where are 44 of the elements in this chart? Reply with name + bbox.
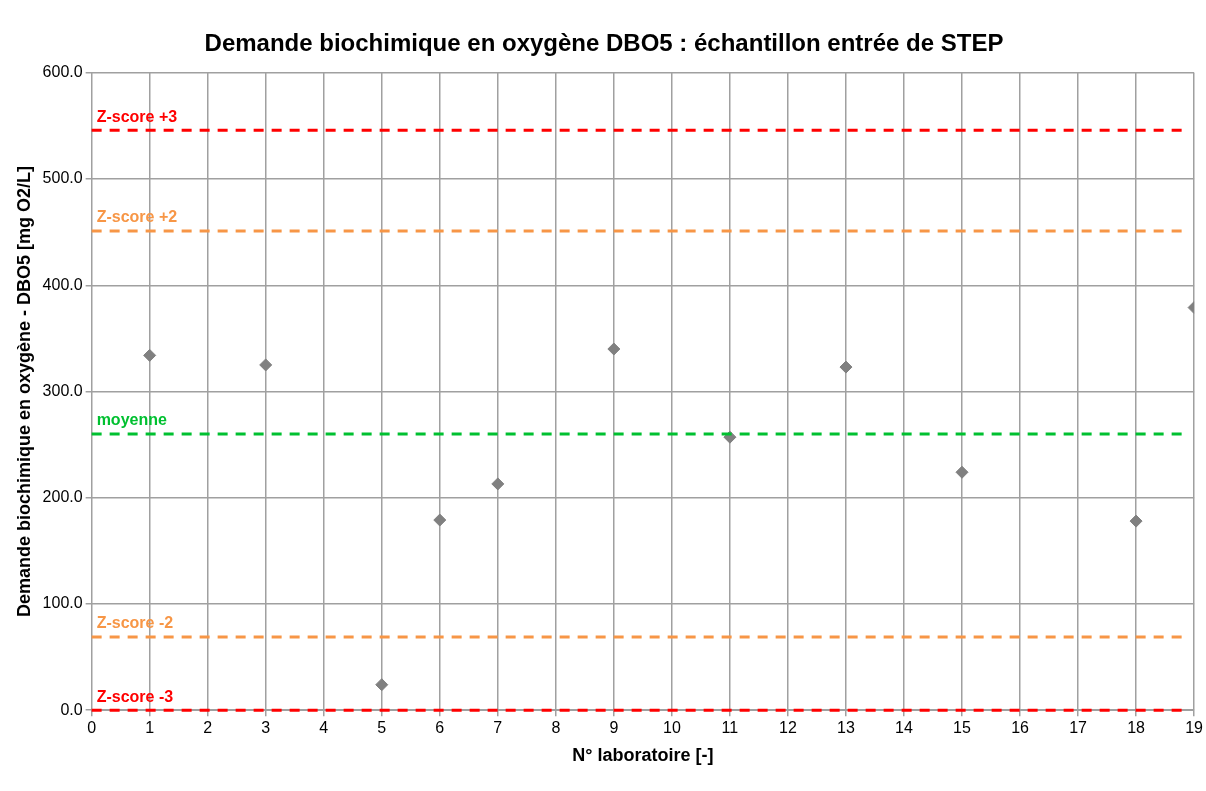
ref-line-label: Z-score -2 bbox=[96, 614, 174, 632]
ref-line-label: Z-score +2 bbox=[96, 208, 178, 226]
ref-line-label: moyenne bbox=[96, 411, 167, 429]
y-tick-label: 300.0 bbox=[42, 381, 83, 399]
x-tick-label: 11 bbox=[721, 719, 739, 737]
ref-line-label: Z-score -3 bbox=[96, 687, 174, 705]
y-tick-label: 100.0 bbox=[42, 594, 83, 612]
point bbox=[433, 513, 447, 527]
x-tick-label: 1 bbox=[145, 719, 155, 737]
x-tick-label: 15 bbox=[953, 719, 971, 737]
point bbox=[143, 348, 157, 362]
x-tick-label: 8 bbox=[551, 719, 561, 737]
x-tick-label: 19 bbox=[1185, 719, 1204, 737]
y-tick-label: 600.0 bbox=[42, 63, 83, 81]
x-tick-label: 13 bbox=[837, 719, 855, 737]
y-tick-label: 200.0 bbox=[42, 488, 83, 506]
y-axis-title: Demande biochimique en oxygène - DBO5 [mg O2/L] bbox=[13, 165, 34, 618]
point bbox=[491, 477, 505, 491]
x-tick-label: 3 bbox=[261, 719, 271, 737]
y-tick-label: 0.0 bbox=[60, 700, 83, 718]
point bbox=[955, 465, 969, 479]
point bbox=[1129, 514, 1143, 528]
x-tick-label: 16 bbox=[1011, 719, 1030, 737]
ref-line-label: Z-score +3 bbox=[96, 107, 178, 125]
x-tick-label: 5 bbox=[377, 719, 387, 737]
point bbox=[839, 360, 853, 374]
x-tick-label: 12 bbox=[779, 719, 797, 737]
x-tick-label: 9 bbox=[609, 719, 619, 737]
x-tick-label: 10 bbox=[662, 719, 681, 737]
point bbox=[607, 342, 621, 356]
point bbox=[375, 678, 389, 692]
x-tick-label: 18 bbox=[1127, 719, 1146, 737]
point bbox=[259, 358, 273, 372]
x-tick-label: 6 bbox=[435, 719, 445, 737]
x-axis-title: N° laboratoire [-] bbox=[572, 745, 714, 766]
y-tick-label: 500.0 bbox=[42, 169, 83, 187]
x-tick-label: 17 bbox=[1069, 719, 1088, 737]
x-tick-label: 0 bbox=[87, 719, 97, 737]
chart-title: Demande biochimique en oxygène DBO5 : échantillon entrée de STEP bbox=[204, 29, 1004, 57]
x-tick-label: 7 bbox=[493, 719, 503, 737]
y-tick-label: 400.0 bbox=[42, 275, 83, 293]
x-tick-label: 2 bbox=[203, 719, 213, 737]
x-tick-label: 14 bbox=[895, 719, 913, 737]
x-tick-label: 4 bbox=[319, 719, 329, 737]
